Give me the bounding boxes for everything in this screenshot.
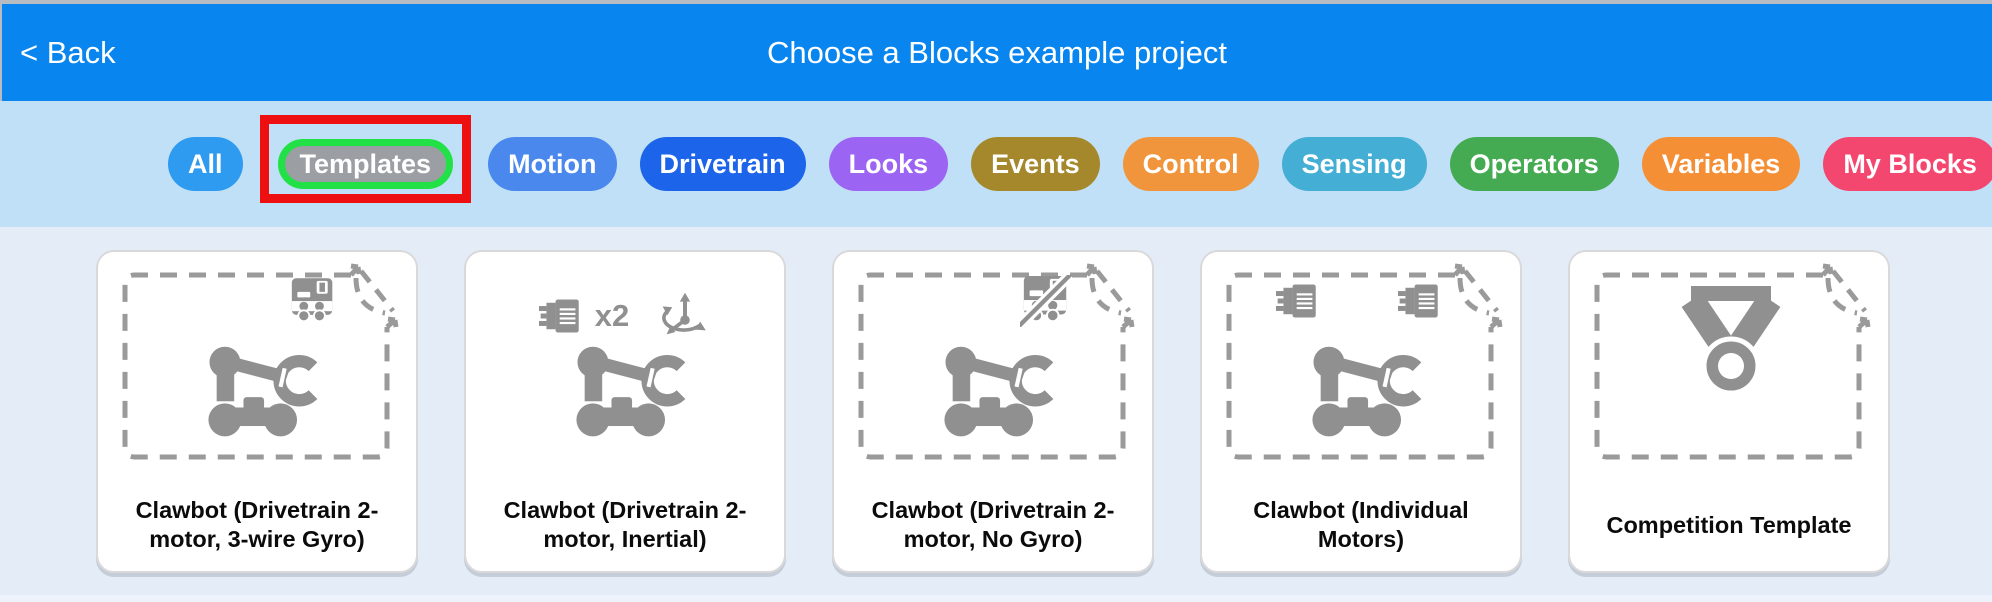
header: < Back Choose a Blocks example project xyxy=(0,4,1992,101)
project-card-clawbot-individual-motors[interactable]: Clawbot (Individual Motors) xyxy=(1200,250,1522,573)
filter-pill-templates[interactable]: Templates xyxy=(277,139,454,189)
project-card-clawbot-3wire-gyro[interactable]: Clawbot (Drivetrain 2-motor, 3-wire Gyro… xyxy=(96,250,418,573)
project-grid: Clawbot (Drivetrain 2-motor, 3-wire Gyro… xyxy=(0,227,1992,602)
badge-row: x2 xyxy=(466,292,784,340)
window-bottom-strip xyxy=(0,595,1992,602)
filter-pill-motion[interactable]: Motion xyxy=(488,137,617,191)
card-title: Clawbot (Drivetrain 2-motor, No Gyro) xyxy=(871,497,1115,552)
page-title: Choose a Blocks example project xyxy=(766,34,1228,70)
clawbot-icon xyxy=(194,338,330,444)
back-button[interactable]: < Back xyxy=(20,4,116,101)
gyro-disabled-icon xyxy=(1020,274,1072,328)
selection-annotation: Templates xyxy=(259,115,472,203)
filter-pill-row: All Templates Motion Drivetrain Looks Ev… xyxy=(168,115,1992,203)
project-card-clawbot-inertial[interactable]: x2 Clawbot (Drivetrain 2-motor, Inertial… xyxy=(464,250,786,573)
filter-pill-sensing[interactable]: Sensing xyxy=(1281,137,1427,191)
filter-pill-drivetrain[interactable]: Drivetrain xyxy=(639,137,806,191)
project-card-clawbot-no-gyro[interactable]: Clawbot (Drivetrain 2-motor, No Gyro) xyxy=(832,250,1154,573)
clawbot-icon xyxy=(562,338,698,444)
filter-pill-operators[interactable]: Operators xyxy=(1449,137,1619,191)
filter-pill-control[interactable]: Control xyxy=(1122,137,1259,191)
motor-icon xyxy=(1398,284,1446,318)
card-row: Clawbot (Drivetrain 2-motor, 3-wire Gyro… xyxy=(96,250,1890,573)
clawbot-icon xyxy=(930,338,1066,444)
filter-pill-all[interactable]: All xyxy=(168,137,243,191)
card-title: Clawbot (Drivetrain 2-motor, Inertial) xyxy=(503,497,747,552)
inertial-sensor-icon xyxy=(659,292,711,340)
motor-count-label: x2 xyxy=(594,298,630,333)
clawbot-icon xyxy=(1298,338,1434,444)
medal-icon xyxy=(1676,286,1786,398)
project-card-competition-template[interactable]: Competition Template xyxy=(1568,250,1890,573)
card-title: Competition Template xyxy=(1606,511,1852,538)
filter-pill-looks[interactable]: Looks xyxy=(828,137,949,191)
filter-bar: All Templates Motion Drivetrain Looks Ev… xyxy=(0,101,1992,227)
filter-pill-events[interactable]: Events xyxy=(971,137,1100,191)
card-title: Clawbot (Individual Motors) xyxy=(1253,497,1469,552)
motor-icon xyxy=(539,299,587,333)
card-title: Clawbot (Drivetrain 2-motor, 3-wire Gyro… xyxy=(135,497,379,552)
filter-pill-my-blocks[interactable]: My Blocks xyxy=(1823,137,1992,191)
motor-icon xyxy=(1276,284,1324,318)
window-top-border xyxy=(0,0,1992,4)
gyro-3wire-icon xyxy=(290,276,336,328)
filter-pill-variables[interactable]: Variables xyxy=(1641,137,1801,191)
